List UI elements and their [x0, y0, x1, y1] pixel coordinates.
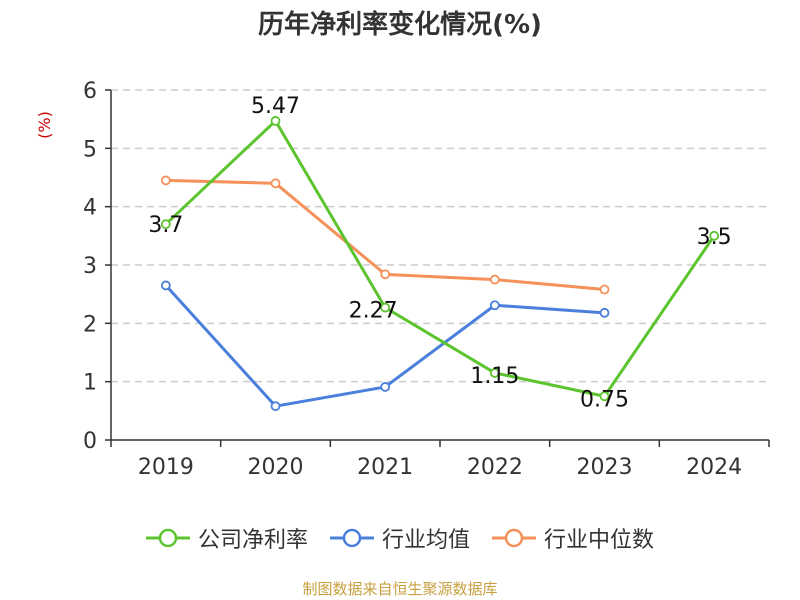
- data-point: [380, 269, 391, 280]
- legend-marker-icon: [329, 528, 374, 548]
- x-tick-label: 2021: [357, 455, 413, 480]
- data-point: [270, 178, 281, 189]
- y-tick-label: 4: [83, 196, 97, 221]
- data-label: 1.15: [470, 364, 519, 389]
- data-point: [380, 382, 391, 392]
- source-note: 制图数据来自恒生聚源数据库: [302, 580, 498, 598]
- legend-item-company[interactable]: 公司净利率: [145, 522, 308, 554]
- data-label: 3.5: [697, 225, 732, 250]
- data-point: [489, 274, 500, 285]
- legend-item-industry-median[interactable]: 行业中位数: [492, 522, 654, 554]
- data-point: [709, 230, 720, 241]
- data-label: 2.27: [349, 299, 398, 324]
- y-axis-label: (%): [35, 111, 54, 139]
- data-point: [270, 401, 281, 412]
- data-label: 3.7: [148, 213, 183, 238]
- y-tick-label: 1: [83, 371, 97, 396]
- data-label: 0.75: [580, 387, 629, 412]
- x-tick-label: 2023: [577, 455, 633, 480]
- data-point: [599, 307, 610, 318]
- data-point: [270, 116, 281, 126]
- y-tick-label: 3: [83, 254, 97, 279]
- x-tick-label: 2020: [248, 455, 304, 480]
- x-tick-label: 2019: [138, 455, 194, 480]
- data-point: [489, 368, 500, 378]
- x-tick-label: 2022: [467, 455, 523, 480]
- legend-marker-icon: [145, 528, 190, 548]
- y-tick-label: 2: [83, 312, 97, 337]
- legend-label: 公司净利率: [197, 528, 308, 553]
- data-point: [489, 300, 500, 311]
- y-tick-label: 0: [83, 429, 97, 454]
- data-point: [160, 175, 171, 186]
- legend-label: 行业中位数: [544, 528, 655, 553]
- data-point: [160, 280, 171, 291]
- series-line-0: [164, 119, 716, 398]
- chart-title: 历年净利率变化情况(%): [258, 10, 542, 40]
- chart-legend: 公司净利率 行业均值 行业中位数: [0, 518, 800, 558]
- legend-label: 行业均值: [381, 528, 470, 553]
- data-point: [380, 302, 391, 313]
- data-point: [599, 284, 610, 295]
- y-tick-label: 6: [83, 79, 97, 104]
- data-label: 5.47: [251, 94, 300, 119]
- y-tick-label: 5: [83, 137, 97, 162]
- data-point: [599, 391, 610, 402]
- legend-item-industry-mean[interactable]: 行业均值: [329, 522, 470, 554]
- data-point: [160, 219, 171, 230]
- x-tick-label: 2024: [686, 455, 742, 480]
- legend-marker-icon: [492, 528, 536, 548]
